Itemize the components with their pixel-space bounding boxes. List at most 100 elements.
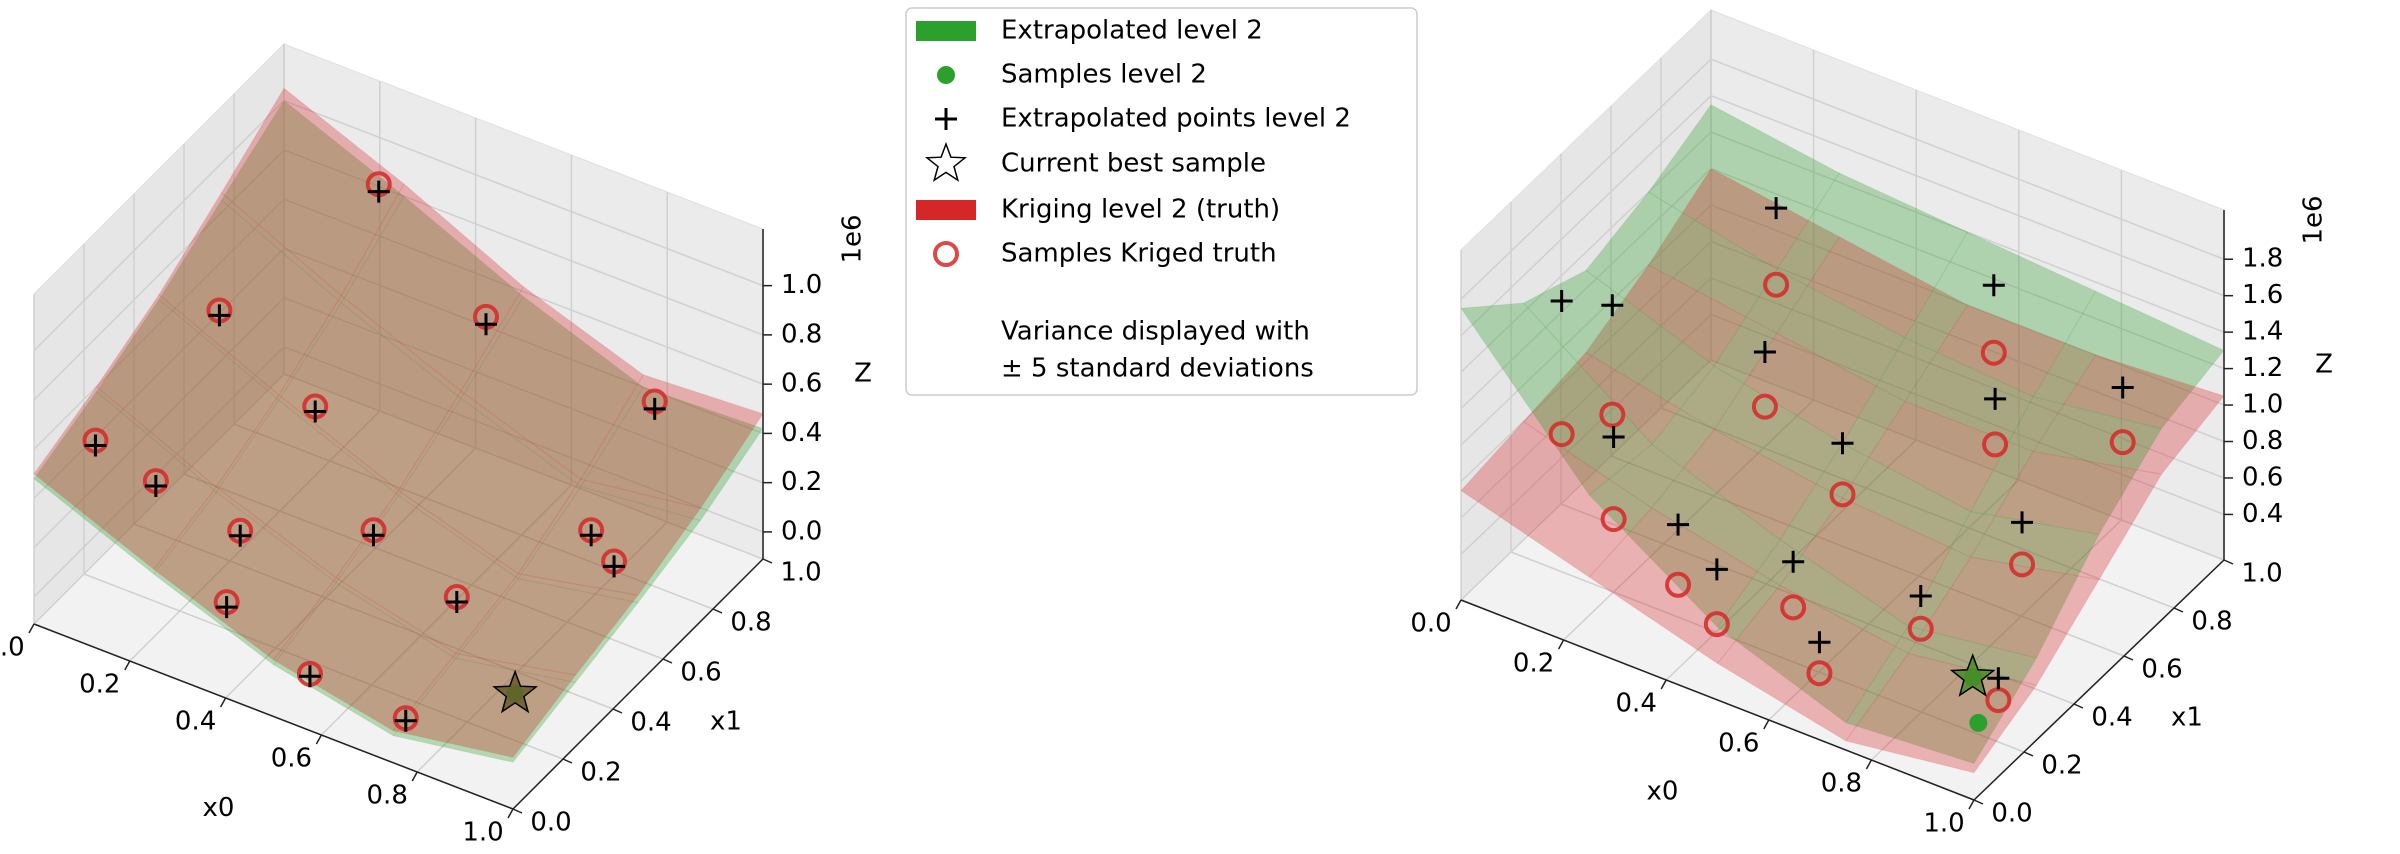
grid-line [283,198,764,385]
grid-line [283,247,764,435]
circle-marker [1599,401,1626,428]
plus-marker [1601,294,1624,317]
plus-marker [367,180,390,203]
grid-line [1510,551,2025,753]
z-tick-label: 1.0 [2242,390,2283,420]
x-tick-label: 1.0 [1923,809,1964,839]
surface-patch [1779,497,1972,655]
grid-line [283,296,764,484]
tick-mark [1763,719,1770,730]
tick-mark [219,697,227,708]
surface-patch [1588,443,1781,628]
y-tick-label: 1.0 [2241,559,2282,589]
z-tick-label: 1.0 [781,270,822,300]
surface-patch [1713,332,1906,499]
surface-patch [460,285,644,480]
legend-label: Extrapolated points level 2 [1001,104,1351,134]
grid-line [1660,407,2175,609]
surface-patch [1970,396,2163,535]
x-tick-label: 0.2 [79,670,120,700]
plus-marker [229,524,252,547]
plus-marker [643,397,666,420]
grid-line [1665,439,1917,681]
surface-patch [272,577,457,732]
surface-patch [1779,442,1972,627]
plus-marker [1831,432,1854,455]
surface-patch [392,657,577,763]
grid-line [1460,131,1712,373]
surface-patch [1647,104,1841,271]
plus-marker [362,524,385,547]
grid-line [1610,455,2125,657]
legend-note: Variance displayed with [1001,317,1310,347]
grid-line [1460,277,1712,519]
plus-marker [208,304,231,327]
surface-patch [454,578,639,684]
legend: Extrapolated level 2 Samples level 2 Extra… [905,7,1418,396]
tick-mark [124,660,131,671]
surface-patch [1713,268,1906,444]
tick-mark [1968,799,1975,810]
plus-marker [1550,290,1573,313]
legend-box [905,7,1418,396]
surface-patch [1776,172,1969,339]
surface-patch [1522,351,1716,509]
circle-marker [1806,660,1833,687]
grid-line [1460,240,1712,483]
surface-patch [1522,269,1716,445]
surface-patch [1460,302,1653,496]
tick-mark [1865,759,1873,770]
y-axis-label: x1 [710,707,742,737]
y-tick-label: 0.4 [630,708,671,738]
y-tick-label: 0.2 [580,758,621,788]
grid-line [225,447,477,699]
circle-marker [2009,551,2036,578]
plus-marker [1782,550,1805,573]
grid-line [1710,58,2225,260]
grid-line [33,100,285,352]
surface-patch [397,397,582,580]
circle-marker [1763,271,1790,298]
z-tick-label: 1.6 [2242,280,2283,310]
chart-1: 0.0 0.2 0.4 0.6 0.8 1.0 0.0 0.2 0.4 0.6 0.8 1.0 0.4 0… [1410,8,2333,839]
grid-line [33,247,285,499]
chart-0: 0.0 0.2 0.4 0.6 0.8 1.0 0.0 0.2 0.4 0.6 0.8 1.0 0.0 0… [0,42,872,848]
legend-marker [924,141,968,182]
grid-line [1710,94,2225,297]
legend-marker [935,108,957,130]
circle-marker [1665,571,1692,598]
tick-mark [2073,703,2084,709]
legend-marker [916,200,976,220]
surface-patch [153,486,337,661]
sample-dot [1969,713,1988,732]
surface-patch [215,399,400,584]
plus-marker [1808,631,1831,654]
grid-line [33,297,285,549]
tick-mark [1557,639,1565,650]
surface-patch [397,390,582,575]
z-tick-label: 0.8 [2242,426,2283,456]
surface-patch [1907,510,2100,659]
plus-marker [144,475,167,498]
grid-line [1710,131,2225,333]
circle-marker [1751,393,1778,420]
legend-marker [937,66,955,84]
surface-patch [1651,429,1844,586]
surface-patch [1841,337,2034,513]
x-tick-label: 0.0 [1410,609,1451,639]
star-marker [1949,653,1996,697]
y-tick-label: 0.0 [530,808,571,838]
grid-line [33,373,285,625]
tick-mark [712,608,723,614]
surface-patch [580,386,764,522]
circle-marker [1703,611,1730,638]
plus-marker [1987,667,2010,690]
z-tick-label: 0.4 [2242,499,2283,529]
plus-marker [1982,274,2005,297]
tick-mark [762,558,773,564]
legend-note: ± 5 standard deviations [1001,354,1314,384]
plus-marker [215,596,238,619]
plus-marker [1765,197,1788,220]
tick-mark [562,758,573,764]
